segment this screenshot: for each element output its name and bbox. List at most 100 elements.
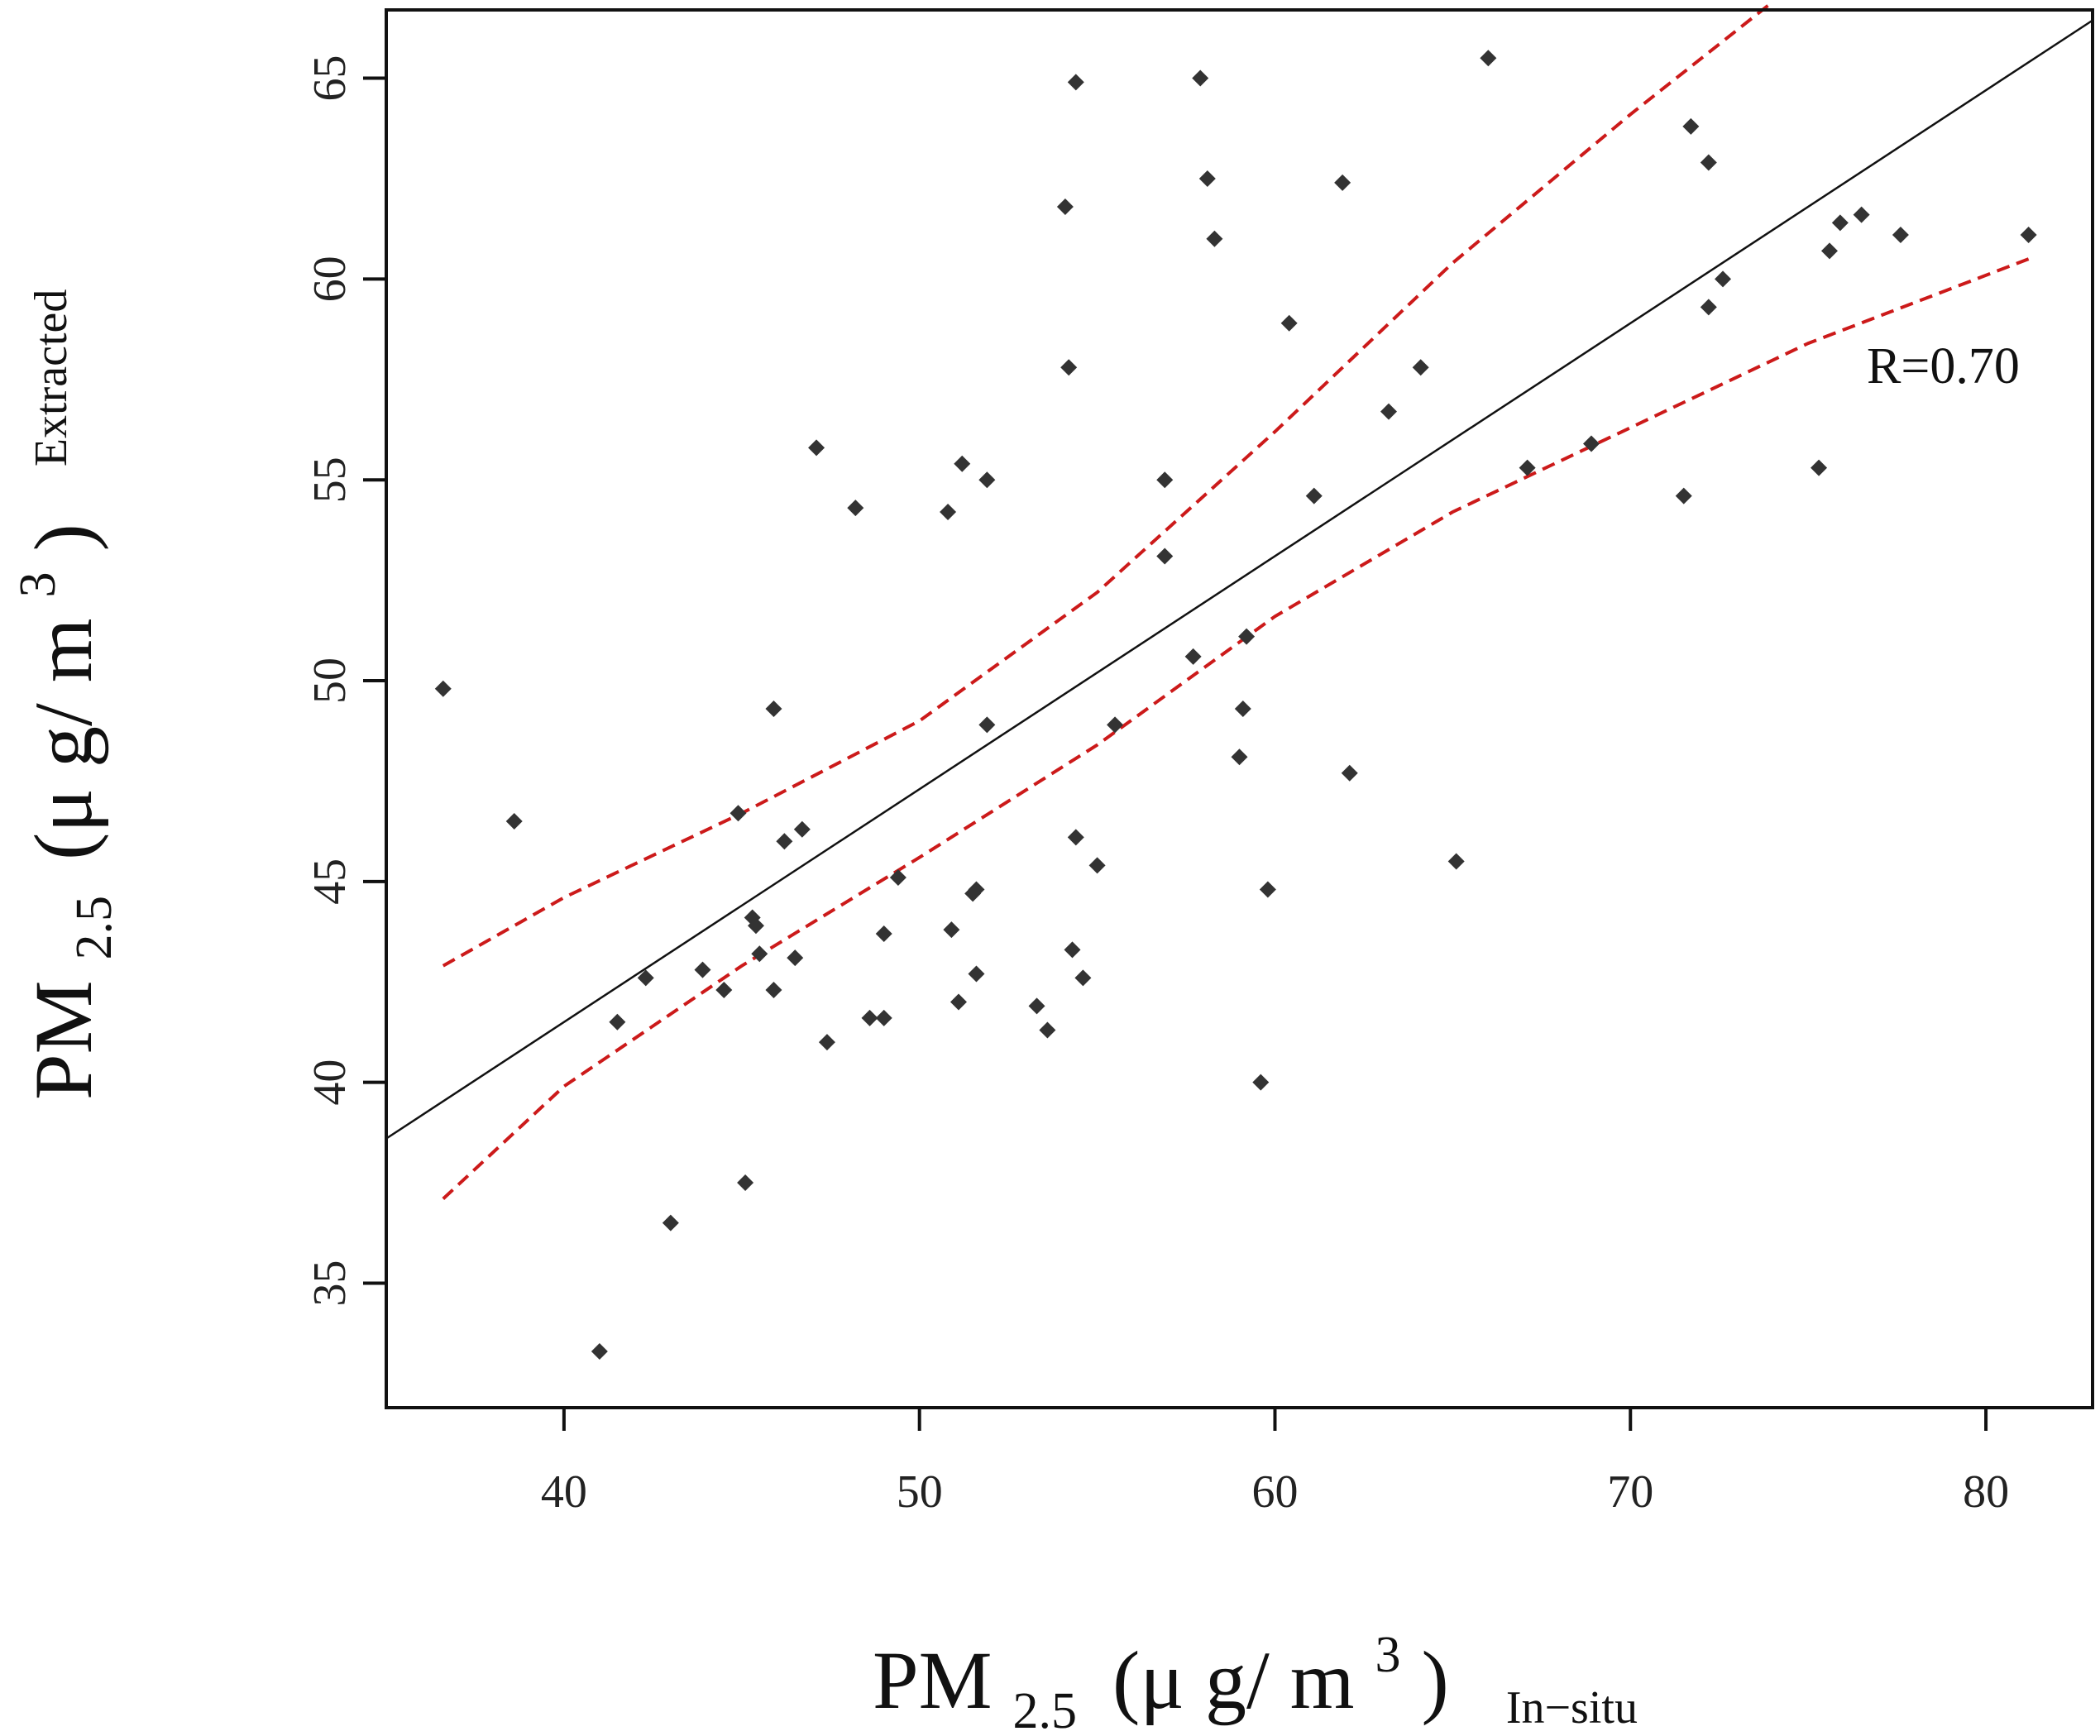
data-point [694,961,711,978]
data-point [875,1009,892,1026]
y-tick-label: 35 [304,1260,356,1306]
data-point [505,812,523,830]
regression-line [385,19,2093,1140]
data-point [1341,764,1358,782]
data-point [940,504,957,521]
data-point [765,701,782,717]
data-point [1892,226,1909,243]
x-title-unit: (μ g/ m [1112,1634,1354,1726]
confidence-band-upper [442,0,1774,968]
y-tick-label: 45 [304,858,356,905]
data-point [1831,214,1849,232]
y-title-superscript: 3 [10,571,66,597]
x-title-tag: In−situ [1506,1682,1638,1734]
data-point [609,1013,626,1031]
data-point [1853,206,1870,223]
data-point [662,1214,679,1231]
data-point [818,1034,835,1051]
y-title-tag: Extracted [26,289,77,467]
data-point [1156,548,1174,565]
x-title-superscript: 3 [1375,1627,1401,1683]
data-point [1519,459,1536,476]
x-tick-label: 70 [1607,1466,1653,1518]
data-point [950,993,967,1011]
data-point [434,680,452,697]
data-point [591,1343,608,1361]
y-tick-label: 60 [304,256,356,302]
data-point [1056,198,1074,215]
x-tick-label: 60 [1251,1466,1298,1518]
x-title-subscript: 2.5 [1013,1683,1078,1736]
data-point [1238,628,1256,645]
data-point [729,805,747,822]
data-point [637,969,654,987]
data-point [1412,359,1429,376]
y-title-subscript: 2.5 [66,896,122,960]
data-point [1234,701,1251,717]
data-point [793,820,811,838]
data-point [1074,969,1092,987]
data-point [1582,435,1600,452]
y-tick-label: 65 [304,55,356,102]
data-point [1280,314,1298,332]
data-point [1480,50,1497,67]
data-point [715,981,733,998]
data-point [968,965,985,983]
data-point [1447,853,1465,870]
data-point [1184,648,1202,665]
data-point [2020,226,2037,243]
data-point [751,945,768,963]
data-point [1700,299,1717,316]
y-title-prefix: PM [17,980,109,1100]
data-point [889,868,906,886]
data-point [1156,471,1174,489]
data-point [1715,270,1732,288]
data-point [875,925,892,942]
correlation-annotation: R=0.70 [1867,338,2020,395]
data-point [943,921,960,939]
data-point [847,500,864,517]
data-point [1380,403,1398,420]
data-point [1682,117,1700,135]
data-point [1811,459,1828,476]
plot-frame [385,8,2094,1409]
x-axis-title: PM 2.5 (μ g/ m 3 ) In−situ [873,1598,1638,1736]
data-point [737,1174,754,1192]
data-point [765,981,782,998]
data-point [1675,487,1692,505]
data-point [968,881,985,898]
data-point [1088,857,1106,874]
data-point [1064,941,1081,959]
confidence-band-lower [442,257,2030,1200]
data-point [747,917,764,935]
data-point [1198,170,1216,187]
data-point [1039,1021,1056,1039]
data-point [978,716,996,734]
data-point [1192,69,1209,87]
y-title-close: ) [17,524,109,551]
y-title-unit: (μ g/ m [17,618,109,859]
x-tick-label: 40 [541,1466,587,1518]
data-point [1820,242,1838,260]
data-point [1259,881,1276,898]
data-point [1028,997,1045,1015]
data-point [861,1009,878,1026]
chart-marks [385,0,2093,1361]
data-point [808,439,825,457]
data-point [1206,230,1223,247]
data-point [776,833,793,850]
data-point [1231,748,1248,766]
data-point [954,455,971,472]
axis-ticks: 40 50 60 70 80 35 40 45 50 55 60 65 [304,55,2009,1518]
data-point [978,471,996,489]
x-tick-label: 50 [897,1466,943,1518]
x-title-prefix: PM [873,1634,993,1726]
data-point [1252,1074,1270,1091]
y-tick-label: 50 [304,658,356,704]
data-point [1107,716,1124,734]
x-tick-label: 80 [1963,1466,2009,1518]
data-point [1067,74,1084,91]
y-axis-title: PM 2.5 (μ g/ m 3 ) Extracted [0,289,129,1100]
x-title-close: ) [1422,1634,1449,1726]
